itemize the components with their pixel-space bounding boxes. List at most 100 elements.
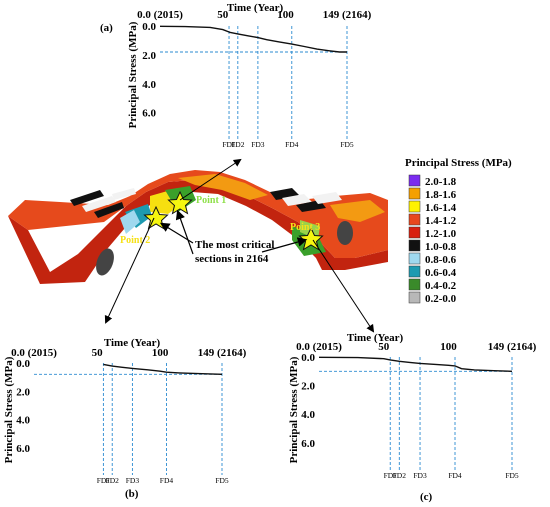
panel-a-x-tick-label: 149 (2164): [323, 9, 372, 21]
panel-a-chart: (a) Time (Year) Principal Stress (MPa) 0…: [100, 2, 372, 149]
legend-items: 2.0-1.81.8-1.61.6-1.41.4-1.21.2-1.01.0-0…: [408, 174, 457, 305]
bridge-hatch-left: [70, 188, 136, 218]
panel-c-fd-lines: [389, 357, 513, 470]
panel-c-fd-label: FD2: [393, 471, 407, 480]
legend-label: 0.2-0.0: [425, 293, 457, 305]
panel-b-fd-label: FD2: [106, 476, 120, 485]
critical-pointer-2: [175, 209, 194, 255]
critical-sections-line-2: sections in 2164: [195, 253, 269, 265]
bridge-top-face: [8, 170, 388, 258]
panel-a-y-title: Principal Stress (MPa): [127, 21, 139, 128]
legend-label: 0.6-0.4: [425, 267, 457, 279]
critical-pointer-3: [261, 237, 308, 253]
bridge-hatch-right: [270, 188, 342, 212]
bridge-lightblue-zone: [120, 210, 140, 234]
panel-b-fd-label: FD5: [215, 476, 229, 485]
panel-c-y-tick-label: 6.0: [301, 438, 315, 450]
legend-swatch: [408, 291, 421, 304]
legend-swatch: [408, 278, 421, 291]
panel-a-x-ticks: 0.0 (2015) 50 100 149 (2164): [137, 9, 372, 21]
arrow-to-panel-a: [179, 158, 242, 201]
legend-swatch: [408, 239, 421, 252]
panel-a-fd-label: FD4: [285, 140, 299, 149]
panel-a-x-title: Time (Year): [227, 2, 284, 14]
panel-a-y-tick-label: 6.0: [142, 108, 156, 120]
bridge-orange-zone-2: [330, 200, 385, 222]
panel-c-y-tick-label: 4.0: [301, 409, 315, 421]
panel-a-fd-label: FD3: [251, 140, 265, 149]
legend-swatch: [408, 252, 421, 265]
panel-b-y-tick-label: 4.0: [16, 415, 30, 427]
legend-label: 1.2-1.0: [425, 228, 457, 240]
legend-label: 0.8-0.6: [425, 254, 457, 266]
panel-c-fd-label: FD1: [384, 471, 398, 480]
legend-label: 1.6-1.4: [425, 202, 457, 214]
panel-a-y-ticks: 0.0 2.0 4.0 6.0: [142, 21, 156, 120]
panel-a-fd-label: FD2: [231, 140, 245, 149]
panel-a-fd-label: FD1: [222, 140, 236, 149]
panel-b-fd-label: FD4: [160, 476, 174, 485]
legend-swatch: [408, 187, 421, 200]
panel-a-x-tick-label: 0.0 (2015): [137, 9, 183, 21]
panel-a-x-tick-label: 100: [277, 9, 294, 21]
bridge-orange-zone-1: [178, 174, 268, 200]
bridge-blue-zone: [125, 204, 152, 228]
panel-b-label: (b): [125, 488, 139, 500]
panel-b-stress-curve: [103, 363, 223, 375]
panel-b-y-ticks: 0.0 2.0 4.0 6.0: [16, 358, 30, 455]
panel-b-x-tick-label: 50: [92, 347, 104, 359]
bridge-right-opening: [337, 221, 353, 245]
legend-label: 1.8-1.6: [425, 189, 457, 201]
panel-c-y-tick-label: 2.0: [301, 381, 315, 393]
panel-a-y-tick-label: 4.0: [142, 79, 156, 91]
legend-label: 1.4-1.2: [425, 215, 457, 227]
panel-b-x-tick-label: 149 (2164): [198, 347, 247, 359]
panel-c-x-tick-label: 100: [440, 341, 457, 353]
bridge-front-face: [8, 180, 388, 284]
panel-c-chart: (c) Time (Year) Principal Stress (MPa) 0…: [288, 332, 537, 503]
panel-a-y-tick-label: 0.0: [142, 21, 156, 33]
panel-c-x-ticks: 0.0 (2015) 50 100 149 (2164): [296, 341, 537, 353]
panel-b-fd-label: FD3: [126, 476, 140, 485]
panel-b-x-title: Time (Year): [104, 337, 161, 349]
panel-c-y-ticks: 0.0 2.0 4.0 6.0: [301, 352, 315, 450]
panel-c-x-tick-label: 0.0 (2015): [296, 341, 342, 353]
panel-a-label: (a): [100, 22, 113, 34]
panel-b-fd-lines: [102, 363, 223, 475]
panel-c-x-tick-label: 50: [378, 341, 390, 353]
panel-a-stress-curve: [159, 25, 347, 53]
panel-a-fd-label: FD5: [340, 140, 354, 149]
legend-swatch: [408, 226, 421, 239]
point-1-label: Point 1: [196, 195, 226, 206]
bridge-stress-model: Point 1 Point 2 Point 3 The most critica…: [8, 170, 388, 284]
panel-b-fd-label: FD1: [97, 476, 111, 485]
panel-a-fd-lines: [228, 26, 348, 139]
panel-c-y-title: Principal Stress (MPa): [288, 356, 300, 463]
legend-swatch: [408, 200, 421, 213]
arrow-to-panel-c: [312, 239, 375, 333]
legend-swatch: [408, 265, 421, 278]
panel-b-x-tick-label: 0.0 (2015): [11, 347, 57, 359]
legend-label: 2.0-1.8: [425, 176, 457, 188]
panel-c-fd-label: FD5: [505, 471, 519, 480]
panel-b-y-tick-label: 6.0: [16, 443, 30, 455]
panel-b-x-tick-label: 100: [152, 347, 169, 359]
legend-swatch: [408, 213, 421, 226]
arrow-to-panel-b: [104, 217, 155, 324]
panel-c-fd-label: FD4: [448, 471, 462, 480]
bridge-left-opening: [96, 248, 114, 276]
legend-swatch: [408, 174, 421, 187]
panel-a-y-tick-label: 2.0: [142, 50, 156, 62]
panel-c-y-tick-label: 0.0: [301, 352, 315, 364]
legend-label: 0.4-0.2: [425, 280, 457, 292]
panel-c-fd-label: FD3: [413, 471, 427, 480]
panel-b-chart: (b) Time (Year) Principal Stress (MPa) 0…: [3, 337, 247, 500]
panel-a-x-tick-label: 50: [217, 9, 229, 21]
panel-b-y-tick-label: 2.0: [16, 386, 30, 398]
legend-label: 1.0-0.8: [425, 241, 457, 253]
critical-sections-line-1: The most critical: [195, 239, 274, 251]
